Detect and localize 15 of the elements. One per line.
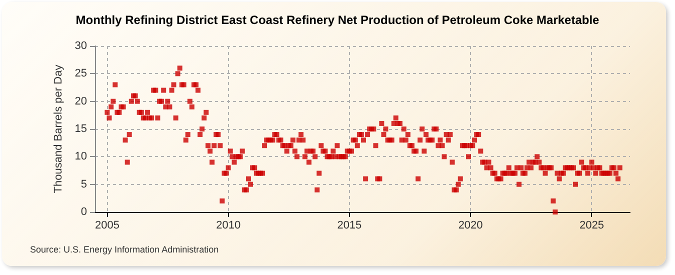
y-tick-label: 20 xyxy=(74,95,87,108)
y-tick-label: 25 xyxy=(74,68,87,80)
y-tick-label: 30 xyxy=(74,40,87,52)
x-tick-label: 2005 xyxy=(94,220,120,232)
x-tick-label: 2020 xyxy=(458,220,483,232)
x-tick-label: 2010 xyxy=(216,220,241,232)
y-tick-label: 15 xyxy=(74,123,87,135)
source-note: Source: U.S. Energy Information Administration xyxy=(30,244,219,254)
y-tick-label: 0 xyxy=(80,206,87,218)
y-axis-title: Thousand Barrels per Day xyxy=(52,64,64,194)
chart-title: Monthly Refining District East Coast Refinery Net Production of Petroleum Coke Marketable xyxy=(76,13,600,27)
x-tick-label: 2025 xyxy=(579,220,604,232)
x-tick-label: 2015 xyxy=(337,220,362,232)
y-tick-label: 5 xyxy=(80,178,87,190)
y-tick-label: 10 xyxy=(74,150,87,163)
